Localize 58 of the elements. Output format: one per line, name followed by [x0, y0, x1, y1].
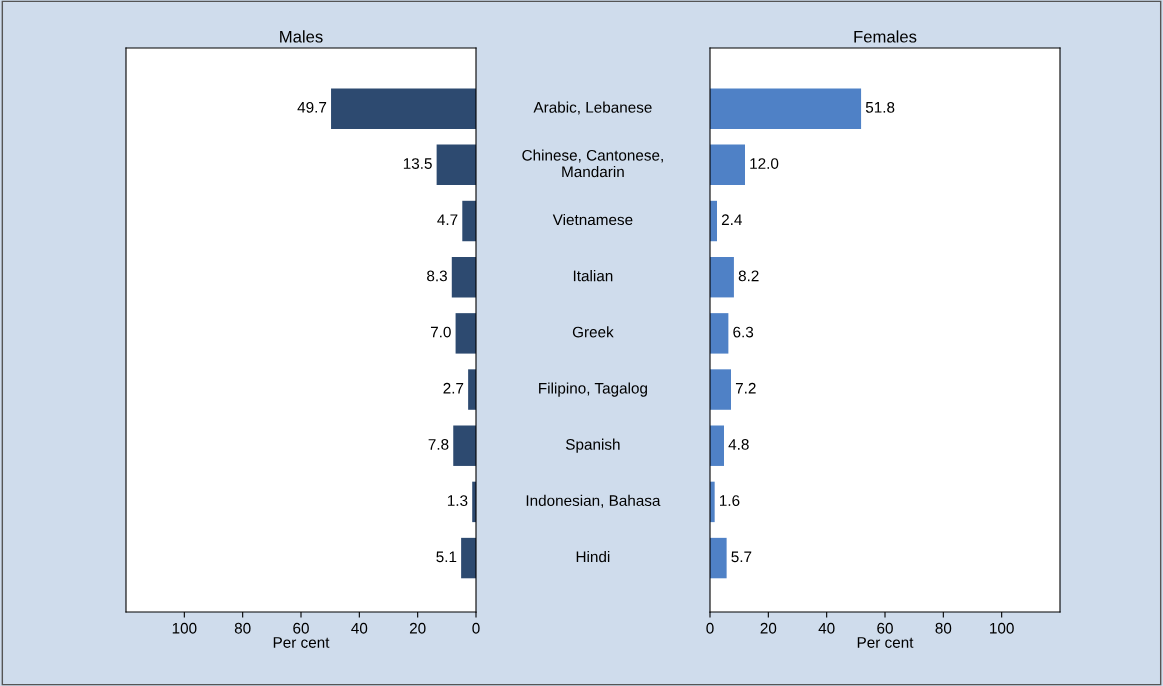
x-tick-label: 80 — [935, 622, 952, 634]
data-label: 1.3 — [447, 495, 468, 506]
x-tick-label: 40 — [818, 622, 835, 634]
data-label: 12.0 — [750, 158, 779, 169]
x-axis-title: Per cent — [857, 637, 914, 648]
data-label: 13.5 — [403, 158, 432, 169]
data-label: 8.2 — [738, 270, 759, 282]
chart-title: Males — [280, 30, 323, 43]
y-tick-label: Indonesian, Bahasa — [526, 494, 661, 508]
bar — [710, 88, 862, 129]
y-tick-label: Italian — [573, 270, 613, 282]
y-tick-label: Spanish — [565, 438, 620, 453]
data-label: 2.4 — [721, 214, 742, 225]
data-label: 6.3 — [733, 326, 754, 338]
x-tick-label: 20 — [760, 622, 777, 634]
chart-title: Females — [854, 30, 917, 43]
data-label: 7.8 — [428, 439, 449, 450]
data-label: 5.1 — [436, 551, 457, 563]
x-axis-title: Per cent — [273, 637, 330, 648]
bar — [462, 200, 476, 242]
bar — [453, 425, 476, 466]
bar — [436, 144, 476, 186]
data-label: 2.7 — [443, 382, 464, 394]
data-label: 49.7 — [297, 101, 327, 113]
x-tick-label: 100 — [990, 622, 1014, 634]
bar — [468, 369, 476, 410]
bar — [710, 144, 745, 186]
y-tick-label: Vietnamese — [552, 213, 633, 226]
bar — [710, 425, 724, 466]
data-label: 7.2 — [735, 382, 756, 394]
y-tick-label: Filipino, Tagalog — [539, 382, 647, 397]
x-tick-label: 20 — [409, 622, 426, 634]
data-label: 4.7 — [437, 214, 458, 225]
bar — [710, 369, 731, 410]
x-tick-label: 0 — [706, 622, 714, 634]
data-label: 5.7 — [731, 551, 752, 563]
data-label: 51.8 — [865, 101, 895, 113]
x-tick-label: 100 — [172, 622, 197, 634]
x-tick-label: 60 — [293, 622, 309, 634]
data-label: 8.3 — [427, 270, 447, 282]
bar — [451, 256, 476, 298]
data-label: 7.0 — [430, 326, 451, 338]
x-tick-label: 80 — [234, 622, 251, 634]
bar — [461, 537, 476, 579]
data-label: 4.8 — [728, 439, 749, 450]
data-label: 1.6 — [720, 495, 740, 506]
x-tick-label: 40 — [351, 622, 368, 634]
bar — [331, 88, 476, 129]
x-tick-label: 60 — [877, 622, 893, 634]
bar — [710, 313, 729, 354]
bar — [710, 537, 727, 579]
y-tick-label: Chinese, Cantonese, Mandarin — [522, 149, 663, 178]
x-tick-label: 0 — [472, 622, 480, 634]
y-tick-label: Hindi — [576, 550, 610, 563]
bar — [710, 256, 734, 298]
y-tick-label: Greek — [572, 326, 614, 338]
y-tick-label: Arabic, Lebanese — [533, 101, 652, 115]
bar — [455, 313, 476, 354]
